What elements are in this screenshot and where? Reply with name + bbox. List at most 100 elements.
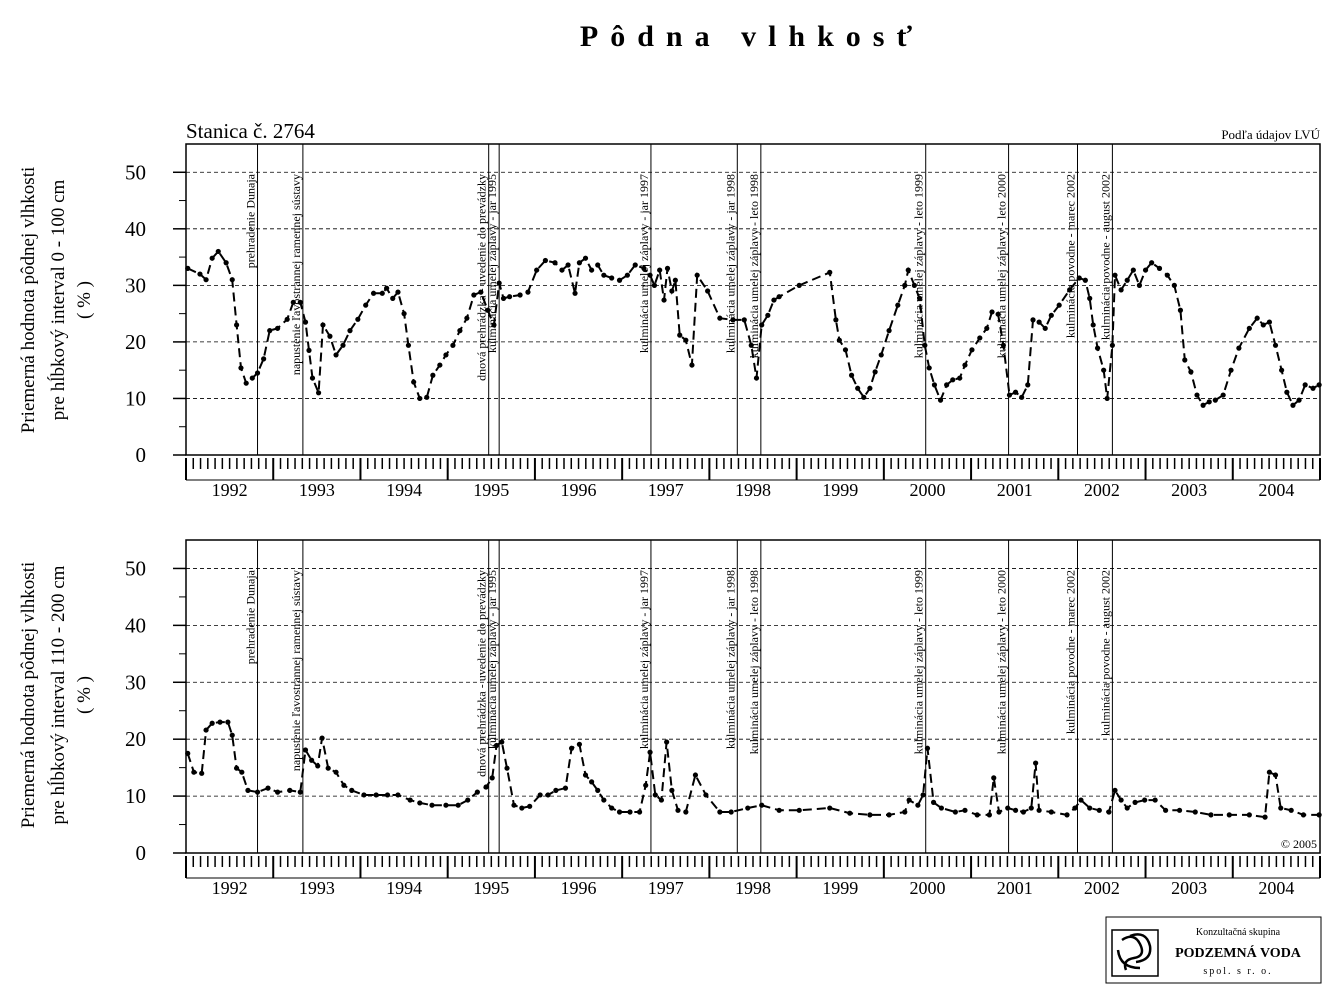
- data-point: [327, 333, 333, 339]
- x-tick-label: 2003: [1171, 480, 1207, 500]
- data-point: [1279, 367, 1285, 373]
- data-point: [753, 375, 760, 381]
- data-point: [1136, 282, 1143, 288]
- data-point: [1104, 395, 1110, 402]
- data-point: [499, 739, 505, 745]
- data-point: [776, 807, 782, 813]
- data-point: [867, 385, 873, 391]
- data-point: [689, 362, 695, 368]
- data-point: [370, 290, 377, 296]
- data-point: [185, 265, 191, 271]
- x-tick-label: 1993: [299, 878, 335, 898]
- data-point: [333, 769, 339, 775]
- data-point: [457, 328, 463, 334]
- data-point: [450, 342, 456, 348]
- data-point: [986, 812, 992, 818]
- y-tick-label: 50: [125, 160, 146, 184]
- data-point: [1090, 322, 1096, 328]
- data-point: [969, 347, 975, 353]
- data-point: [1163, 807, 1169, 813]
- data-point: [930, 799, 937, 805]
- data-point: [1142, 797, 1148, 803]
- data-point: [1156, 265, 1163, 271]
- data-point: [233, 322, 240, 328]
- data-point: [507, 294, 513, 300]
- data-point: [1220, 392, 1226, 398]
- data-point: [1149, 260, 1155, 266]
- data-point: [1087, 805, 1093, 811]
- x-tick-label: 2003: [1171, 878, 1207, 898]
- data-point: [836, 337, 842, 343]
- data-point: [306, 347, 312, 353]
- x-tick-label: 2002: [1084, 480, 1120, 500]
- data-point: [1056, 302, 1062, 308]
- data-point: [705, 288, 711, 294]
- data-point: [675, 807, 681, 813]
- data-point: [341, 782, 347, 788]
- data-point: [1130, 267, 1136, 273]
- event-label: kulminácia umelej záplavy - jar 1997: [637, 570, 651, 749]
- data-point: [576, 741, 583, 747]
- data-point: [1048, 312, 1054, 318]
- data-point: [1272, 342, 1279, 348]
- data-point: [325, 765, 331, 771]
- data-point: [471, 292, 477, 298]
- data-point: [437, 362, 443, 368]
- data-point: [595, 787, 601, 794]
- data-point: [833, 317, 839, 323]
- data-point: [483, 784, 489, 790]
- data-point: [627, 809, 633, 815]
- event-label: dnová prehrádzka - uvedenie do prevádzky: [475, 174, 489, 381]
- y-tick-label: 20: [125, 727, 146, 751]
- data-point: [243, 380, 249, 386]
- data-point: [1290, 402, 1296, 408]
- logo: Konzultačná skupina PODZEMNÁ VODA spol. …: [1105, 916, 1322, 984]
- logo-text: spol. s r. o.: [1203, 966, 1272, 977]
- data-point: [572, 290, 578, 296]
- data-point: [1025, 382, 1031, 388]
- data-point: [906, 797, 912, 803]
- data-point: [745, 805, 751, 811]
- data-point: [319, 735, 325, 741]
- data-point: [616, 277, 623, 283]
- event-label: prehradenie Dunaja: [244, 173, 258, 268]
- event-label: kulminácia povodne - august 2002: [1098, 174, 1112, 340]
- data-point: [759, 802, 765, 808]
- data-point: [1078, 797, 1084, 803]
- data-point: [395, 289, 401, 295]
- data-point: [552, 260, 558, 266]
- data-point: [455, 802, 461, 808]
- data-point: [1042, 325, 1048, 331]
- data-point: [1208, 812, 1214, 818]
- data-point: [886, 328, 892, 334]
- data-point: [559, 267, 565, 273]
- data-point: [203, 727, 209, 733]
- station-label: Stanica č. 2764: [186, 119, 315, 143]
- x-tick-label: 2001: [997, 480, 1033, 500]
- data-point: [504, 765, 510, 771]
- data-point: [641, 265, 647, 271]
- data-point: [962, 362, 968, 368]
- data-point: [320, 322, 326, 328]
- x-tick-label: 1997: [648, 480, 684, 500]
- data-point: [730, 317, 736, 323]
- data-point: [553, 787, 559, 794]
- data-point: [1188, 369, 1194, 375]
- data-point: [974, 812, 980, 818]
- data-point: [215, 248, 221, 255]
- data-point: [1087, 295, 1093, 301]
- data-point: [717, 809, 723, 815]
- y-tick-label: 50: [125, 556, 146, 580]
- data-point: [944, 382, 950, 388]
- data-point: [652, 792, 658, 798]
- event-label: kulminácia umelej záplavy - leto 1999: [912, 570, 926, 754]
- data-point: [683, 809, 689, 815]
- data-point: [229, 732, 235, 738]
- data-point: [1076, 275, 1082, 281]
- x-tick-label: 1992: [212, 480, 248, 500]
- data-point: [765, 312, 771, 318]
- y-tick-label: 10: [125, 784, 146, 808]
- data-point: [267, 328, 273, 334]
- data-point: [417, 395, 423, 402]
- data-point: [1262, 814, 1268, 820]
